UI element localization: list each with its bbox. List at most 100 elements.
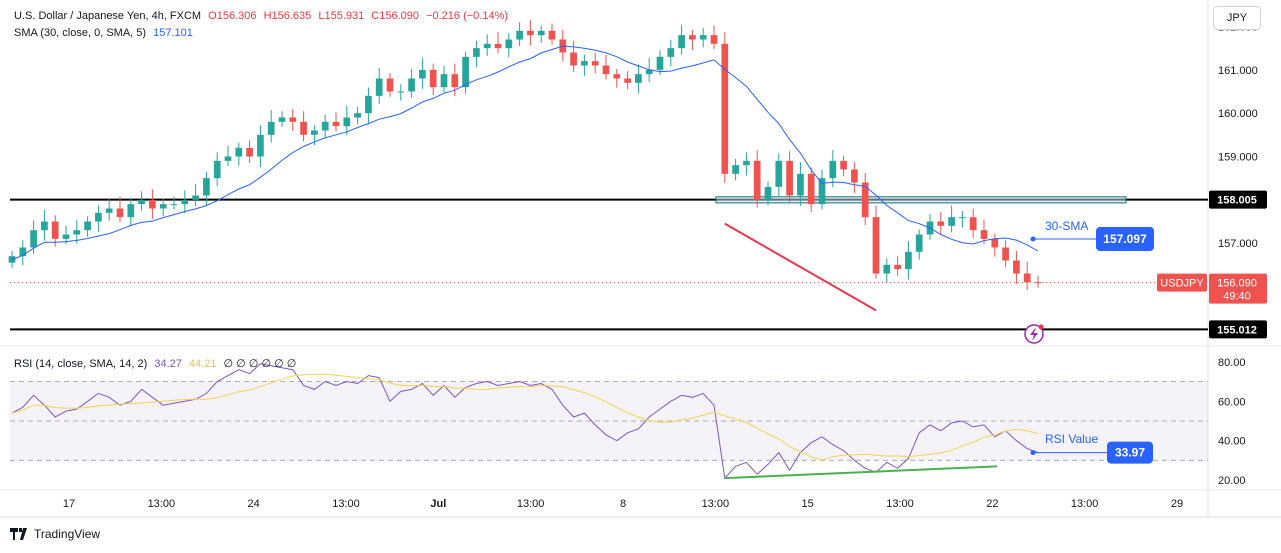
level-label-box [1209, 190, 1267, 209]
price-tick-label: 161.000 [1218, 65, 1258, 77]
candle-body [807, 173, 815, 205]
time-tick-label: Jul [430, 498, 446, 510]
rsi-trend-line [724, 465, 998, 480]
candle-body [894, 264, 901, 270]
price-trend-line [724, 222, 877, 312]
rsi-label: RSI (14, close, SMA, 14, 2) [14, 358, 148, 370]
candle-body [386, 78, 394, 92]
candle-body [375, 78, 383, 96]
currency-button[interactable]: JPY [1213, 6, 1261, 30]
candle-body [678, 35, 685, 49]
rsi-value-box [1107, 441, 1153, 464]
candle-body [689, 35, 696, 40]
sma-legend[interactable]: SMA (30, close, 0, SMA, 5) 157.101 [14, 27, 197, 39]
candle-body [257, 134, 264, 157]
candle-body [365, 95, 372, 114]
candle-body [656, 56, 664, 70]
time-tick-label: 24 [248, 498, 260, 510]
candle-body [721, 43, 729, 174]
candle-body [753, 160, 761, 200]
candle-body [181, 199, 189, 205]
time-tick-label: 29 [1171, 498, 1183, 510]
candle-body [948, 217, 955, 226]
candle-body [105, 208, 113, 213]
level-label-box [1209, 320, 1267, 339]
candle-body [937, 221, 945, 226]
brand[interactable]: TradingView [10, 527, 100, 541]
candle-body [743, 160, 750, 166]
time-tick-label: 13:00 [702, 498, 730, 510]
ohlc-close: C156.090 [371, 10, 420, 22]
sma-value-label: 157.097 [1103, 232, 1147, 246]
candle-body [440, 74, 448, 88]
candle-body [138, 199, 145, 205]
time-tick-label: 13:00 [517, 498, 545, 510]
candle-body [116, 208, 124, 218]
candle-body [311, 130, 318, 135]
candle-body [451, 74, 459, 88]
candle-body [667, 48, 675, 57]
candle-body [192, 195, 199, 200]
candle-body [321, 121, 329, 131]
time-tick-label: 22 [986, 498, 998, 510]
time-tick-label: 15 [802, 498, 814, 510]
candle-body [969, 217, 977, 231]
sma-callout-dot [1030, 236, 1036, 242]
candle-body [332, 121, 340, 127]
candle-body [505, 39, 513, 49]
time-tick-label: 13:00 [148, 498, 176, 510]
candle-body [872, 217, 880, 274]
candle-body [246, 147, 253, 157]
level-label: 158.005 [1217, 195, 1257, 207]
rsi-tick-label: 60.00 [1218, 396, 1246, 408]
candle-body [527, 30, 534, 36]
candle-body [267, 121, 275, 135]
rsi-legend[interactable]: RSI (14, close, SMA, 14, 2) 34.27 44.21 … [14, 357, 300, 370]
ohlc-open: O156.306 [208, 10, 257, 22]
price-tick-label: 160.000 [1218, 108, 1258, 120]
rsi-extras: ∅ ∅ ∅ ∅ ∅ ∅ [223, 358, 297, 370]
candle-body [764, 186, 772, 200]
candle-body [84, 221, 91, 231]
candle-body [570, 52, 577, 66]
candle-body [591, 61, 599, 66]
candle-body [159, 204, 167, 209]
candle-body [278, 117, 286, 122]
sma-annotation: 30-SMA [1045, 219, 1088, 233]
symbol-title: U.S. Dollar / Japanese Yen, 4h, FXCM [14, 10, 202, 22]
ohlc-low: L155.931 [318, 10, 365, 22]
candle-body [851, 169, 858, 183]
sma-value: 157.101 [153, 27, 193, 39]
resistance-zone [715, 196, 1127, 204]
candle-body [829, 160, 837, 179]
notification-dot [1038, 324, 1044, 330]
candle-body [1023, 273, 1031, 283]
last-price-label: 156.090 [1217, 278, 1257, 290]
candle-body [51, 221, 59, 239]
rsi-line [11, 363, 1039, 480]
candle-body [73, 230, 81, 235]
candle-body [235, 147, 243, 157]
candle-body [883, 264, 891, 274]
chart-header: U.S. Dollar / Japanese Yen, 4h, FXCM O15… [14, 10, 512, 22]
candle-body [732, 165, 739, 174]
candle-body [840, 160, 847, 170]
price-tick-label: 157.000 [1218, 238, 1258, 250]
candle-body [1002, 247, 1009, 261]
sma-value-box [1096, 226, 1154, 251]
candle-body [127, 204, 135, 218]
time-tick-label: 13:00 [886, 498, 914, 510]
candle-body [905, 251, 912, 270]
candle-body [224, 156, 232, 161]
candle-body [915, 234, 923, 252]
candle-body [289, 117, 297, 122]
candle-body [613, 74, 621, 79]
candle-body [516, 30, 523, 40]
candle-body [429, 69, 437, 88]
candle-body [797, 173, 804, 196]
time-tick-label: 13:00 [332, 498, 360, 510]
candle-body [775, 160, 783, 187]
sma-line [11, 45, 1039, 261]
candle-body [300, 121, 307, 135]
candle-body [95, 212, 102, 222]
